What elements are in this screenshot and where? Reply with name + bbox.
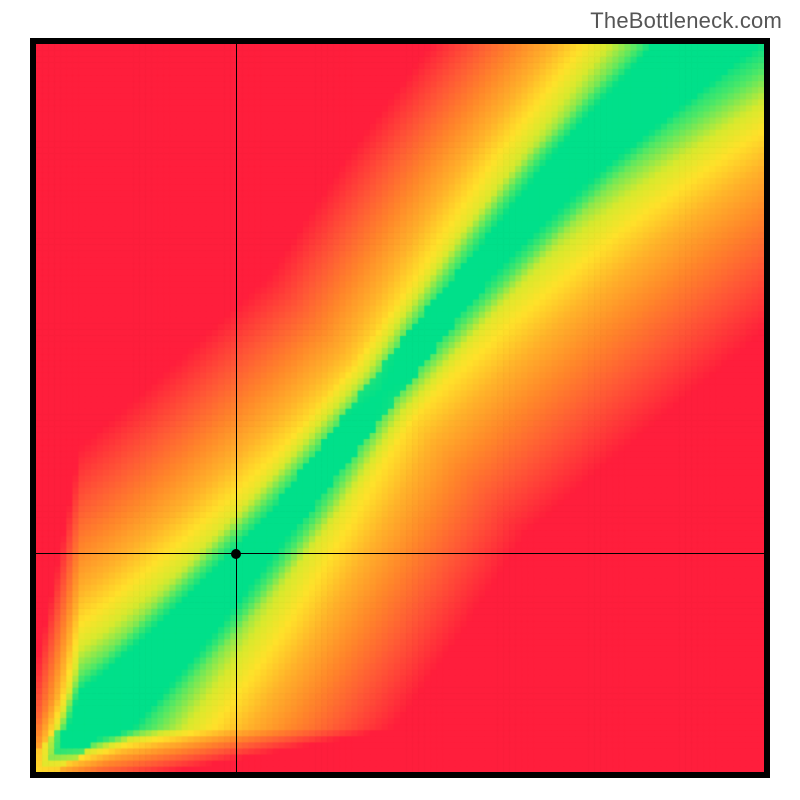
crosshair-horizontal bbox=[36, 553, 764, 554]
crosshair-vertical bbox=[236, 44, 237, 772]
watermark-text: TheBottleneck.com bbox=[590, 8, 782, 34]
crosshair-marker bbox=[231, 549, 241, 559]
heatmap-canvas bbox=[36, 44, 764, 772]
plot-frame bbox=[30, 38, 770, 778]
figure-container: TheBottleneck.com bbox=[0, 0, 800, 800]
plot-area bbox=[36, 44, 764, 772]
